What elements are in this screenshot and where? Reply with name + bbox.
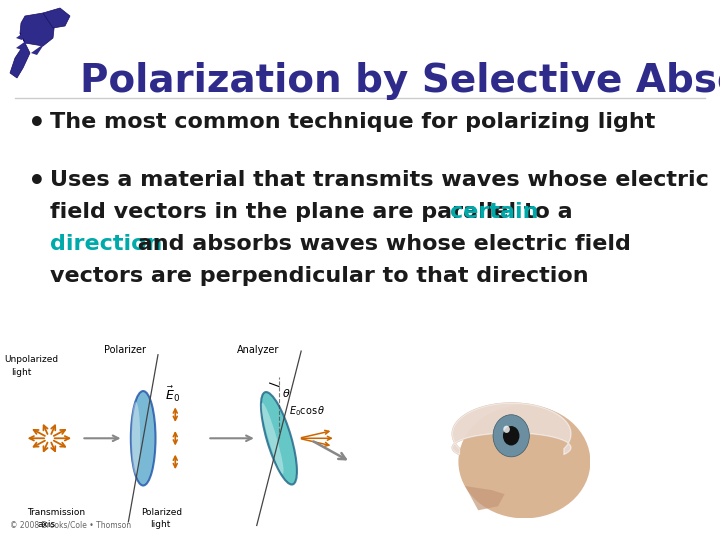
Ellipse shape [503, 426, 519, 445]
Text: •: • [28, 168, 46, 196]
Polygon shape [10, 33, 30, 78]
Ellipse shape [131, 402, 140, 475]
Polygon shape [16, 28, 30, 40]
Ellipse shape [261, 392, 297, 484]
Text: certain: certain [449, 202, 538, 222]
Text: field vectors in the plane are parallel to a: field vectors in the plane are parallel … [50, 202, 580, 222]
Ellipse shape [261, 403, 284, 474]
Polygon shape [465, 486, 505, 510]
Ellipse shape [459, 405, 590, 518]
Text: $E_0\cos\theta$: $E_0\cos\theta$ [289, 404, 325, 418]
Text: $\theta$: $\theta$ [282, 387, 291, 399]
Polygon shape [20, 13, 55, 46]
Text: Unpolarized: Unpolarized [4, 355, 58, 364]
Text: Analyzer: Analyzer [237, 345, 279, 355]
Text: light: light [150, 520, 171, 529]
Ellipse shape [131, 391, 156, 485]
Text: Uses a material that transmits waves whose electric: Uses a material that transmits waves who… [50, 170, 709, 190]
Polygon shape [16, 38, 30, 50]
Text: Polarizer: Polarizer [104, 345, 145, 355]
Text: axis: axis [37, 520, 55, 529]
Text: $\vec{E}_0$: $\vec{E}_0$ [166, 385, 181, 404]
Text: vectors are perpendicular to that direction: vectors are perpendicular to that direct… [50, 266, 589, 286]
Ellipse shape [503, 426, 510, 433]
Text: © 2008 Brooks/Cole • Thomson: © 2008 Brooks/Cole • Thomson [10, 521, 131, 530]
Text: •: • [28, 110, 46, 138]
Polygon shape [31, 33, 45, 45]
Text: Polarization by Selective Absorption: Polarization by Selective Absorption [80, 62, 720, 100]
Text: light: light [11, 368, 31, 377]
Text: The most common technique for polarizing light: The most common technique for polarizing… [50, 112, 655, 132]
Polygon shape [31, 43, 45, 55]
Text: Transmission: Transmission [27, 508, 85, 517]
Polygon shape [43, 8, 70, 28]
Text: direction: direction [50, 234, 163, 254]
Text: Polarized: Polarized [140, 508, 182, 517]
Text: and absorbs waves whose electric field: and absorbs waves whose electric field [130, 234, 631, 254]
Ellipse shape [493, 415, 529, 457]
